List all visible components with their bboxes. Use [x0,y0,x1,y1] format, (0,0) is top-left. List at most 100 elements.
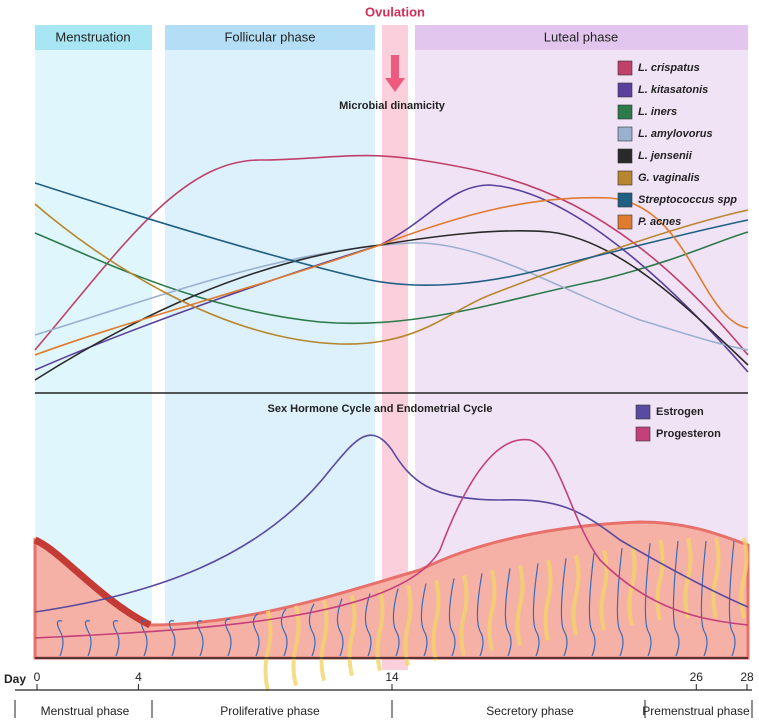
menstrual-layer [33,536,152,629]
microbial-label: Microbial dinamicity [339,100,446,112]
legend-label: P. acnes [638,216,681,228]
legend-label: Progesteron [656,428,721,440]
gland [431,579,441,661]
vessel [700,540,708,657]
vessel [168,620,176,657]
hormone-curve [34,434,749,613]
axis-label: Day [4,672,26,686]
vessel [616,548,624,657]
legend-swatch [617,82,633,98]
tick-label: 0 [34,670,41,684]
gland [711,537,721,619]
gland [543,559,553,641]
vessel [112,620,120,657]
legend-swatch [617,60,633,76]
microbe-curve [34,230,749,381]
gland [347,595,357,677]
gland [459,574,469,656]
tick-label: 28 [740,670,754,684]
phase-label: Premenstrual phase [642,704,750,718]
microbe-curve [34,154,749,356]
microbe-curve [34,196,749,356]
vessel [336,598,344,657]
microbe-curve [34,182,749,287]
gland [291,605,301,687]
gland [739,537,749,619]
phase-label: Proliferative phase [220,704,320,718]
ovulation-band [382,25,408,670]
legend-swatch [617,170,633,186]
legend-label: Streptococcus spp [638,194,737,206]
vessel [448,578,456,657]
legend-label: Estrogen [656,406,704,418]
vessel [420,583,428,657]
legend-swatch [617,148,633,164]
ovulation-label: Ovulation [365,4,425,19]
follicular-band [165,25,375,660]
ovulation-arrow [385,55,405,92]
tick-label: 14 [385,670,399,684]
legend-label: L. kitasatonis [638,84,708,96]
phase-header: Luteal phase [544,29,618,44]
vessel [364,593,372,657]
gland [515,564,525,646]
phase-header: Menstruation [55,29,130,44]
phase-label: Menstrual phase [41,704,130,718]
vessel [728,540,736,657]
gland [599,549,609,631]
hormone-curve [34,438,749,639]
ticks: 0 4 14 26 28 [34,670,754,690]
legend-swatch [617,214,633,230]
legend-label: L. crispatus [638,62,700,74]
legend: L. crispatus L. kitasatonis L. iners L. amy… [617,60,737,230]
vessel [196,620,204,657]
header-bar [165,25,375,50]
vessel [140,620,148,657]
vessel [476,573,484,657]
phase-header: Follicular phase [224,29,315,44]
microbe-curve [34,203,749,345]
glands [56,537,749,692]
vessel [252,613,260,657]
gland [571,554,581,636]
phase-label: Secretory phase [486,704,574,718]
microbe-curves [34,154,749,381]
gland [375,590,385,672]
vessel [644,543,652,657]
vessel [672,540,680,657]
legend-swatch [617,126,633,142]
vessel [56,620,64,657]
legend-swatch [617,104,633,120]
vessel [588,553,596,657]
vessel [392,588,400,657]
header-bar [415,25,748,50]
hormone-curves [34,434,749,639]
legend-swatch [635,426,651,442]
vessel [532,563,540,657]
vessel [84,620,92,657]
legend-label: L. jensenii [638,150,693,162]
gland [319,600,329,682]
vessel [280,608,288,657]
vessel [224,618,232,657]
gland [263,610,273,692]
tick-label: 4 [135,670,142,684]
vessel [560,558,568,657]
legend-label: G. vaginalis [638,172,700,184]
tick-label: 26 [690,670,704,684]
gland [627,544,637,626]
legend-label: L. amylovorus [638,128,713,140]
legend-swatch [635,404,651,420]
gland [487,569,497,651]
microbe-curve [34,231,749,325]
vessel [504,568,512,657]
legend-label: L. iners [638,106,677,118]
header-bar [35,25,152,50]
gland [403,585,413,667]
microbe-curve [34,242,749,351]
legend: Estrogen Progesteron [635,404,721,442]
gland [655,539,665,621]
hormone-title: Sex Hormone Cycle and Endometrial Cycle [268,403,493,415]
legend-swatch [617,192,633,208]
